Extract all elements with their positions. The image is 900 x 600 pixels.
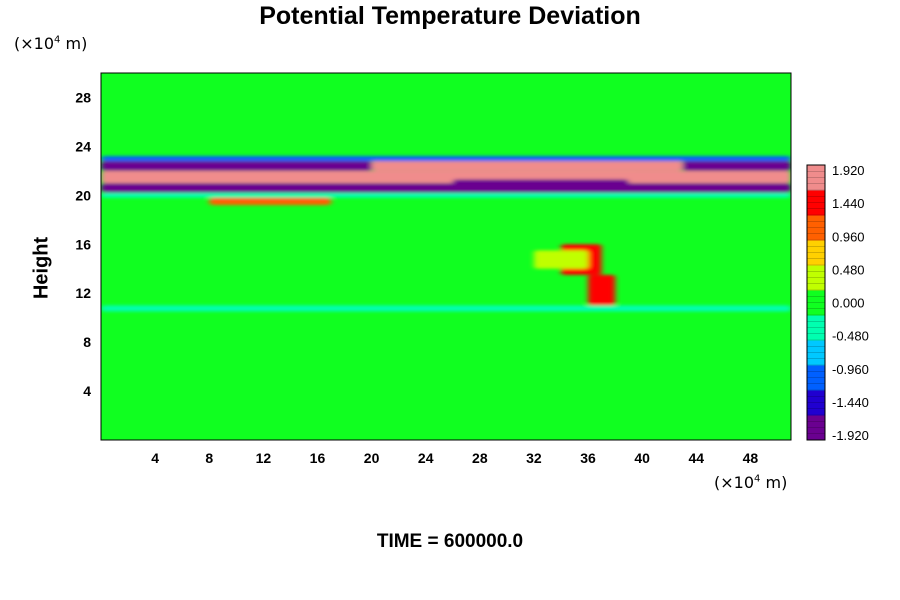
x-tick-label: 8	[205, 450, 213, 466]
x-tick-label: 32	[526, 450, 542, 466]
colorbar-tick-label: 0.480	[832, 262, 865, 277]
heatmap-background	[101, 73, 791, 440]
y-tick-label: 20	[75, 187, 91, 203]
colorbar-swatch	[807, 315, 825, 341]
y-tick-label: 24	[75, 138, 91, 154]
time-label: TIME = 600000.0	[376, 531, 524, 552]
colorbar-tick-label: -1.920	[832, 428, 869, 443]
colorbar-swatch	[807, 265, 825, 291]
colorbar-swatch	[807, 340, 825, 366]
x-tick-label: 28	[472, 450, 488, 466]
y-tick-label: 12	[75, 285, 91, 301]
colorbar-tick-label: 0.000	[832, 296, 865, 311]
colorbar-swatch	[807, 415, 825, 441]
colorbar-tick-label: 1.440	[832, 196, 865, 211]
y-tick-label: 16	[75, 236, 91, 252]
colorbar-swatch	[807, 240, 825, 266]
heatmap-feature-6	[101, 156, 791, 162]
colorbar-swatch	[807, 365, 825, 391]
y-axis-unit: (×104 m)	[14, 34, 88, 53]
heatmap-feature-1	[101, 170, 791, 184]
heatmap-feature-5	[452, 179, 629, 186]
x-axis-unit: (×104 m)	[714, 473, 788, 492]
plot-area	[100, 72, 792, 441]
x-tick-label: 12	[256, 450, 272, 466]
heatmap-feature-12	[101, 305, 791, 312]
heatmap-feature-0	[101, 183, 791, 193]
colorbar-swatch	[807, 390, 825, 416]
colorbar-swatch	[807, 290, 825, 316]
heatmap-feature-8	[209, 197, 331, 206]
chart-title: Potential Temperature Deviation	[259, 2, 641, 30]
heatmap-feature-7	[101, 192, 791, 198]
x-tick-label: 44	[689, 450, 705, 466]
y-tick-label: 8	[83, 334, 91, 350]
colorbar-frame	[806, 164, 826, 441]
y-tick-label: 28	[75, 89, 91, 105]
colorbar-tick-label: -1.440	[832, 395, 869, 410]
heatmap-feature-2	[101, 161, 372, 171]
heatmap-feature-10	[588, 274, 616, 306]
x-tick-label: 40	[634, 450, 650, 466]
y-tick-label: 4	[83, 383, 91, 399]
colorbar: 1.920 1.440 0.960 0.480 0.000 -0.480 -0.960 -1.…	[806, 163, 869, 443]
x-axis: 4 8 12 16 20 24 28 32 36 40 44 48	[151, 450, 758, 466]
colorbar-swatch	[807, 190, 825, 216]
heatmap-feature-3	[371, 161, 683, 171]
x-tick-label: 48	[743, 450, 759, 466]
x-tick-label: 20	[364, 450, 380, 466]
x-tick-label: 36	[580, 450, 596, 466]
heatmap-feature-4	[682, 161, 791, 171]
colorbar-tick-label: -0.480	[832, 329, 869, 344]
colorbar-tick-label: 0.960	[832, 229, 865, 244]
colorbar-swatch	[807, 165, 825, 191]
colorbar-swatch	[807, 215, 825, 241]
x-tick-label: 24	[418, 450, 434, 466]
x-tick-label: 4	[151, 450, 159, 466]
plot-frame	[100, 72, 792, 441]
colorbar-tick-label: -0.960	[832, 362, 869, 377]
heatmap-feature-11	[533, 250, 589, 269]
colorbar-tick-label: 1.920	[832, 163, 865, 178]
x-tick-label: 16	[310, 450, 326, 466]
y-axis: 4 8 12 16 20 24 28	[75, 89, 91, 399]
